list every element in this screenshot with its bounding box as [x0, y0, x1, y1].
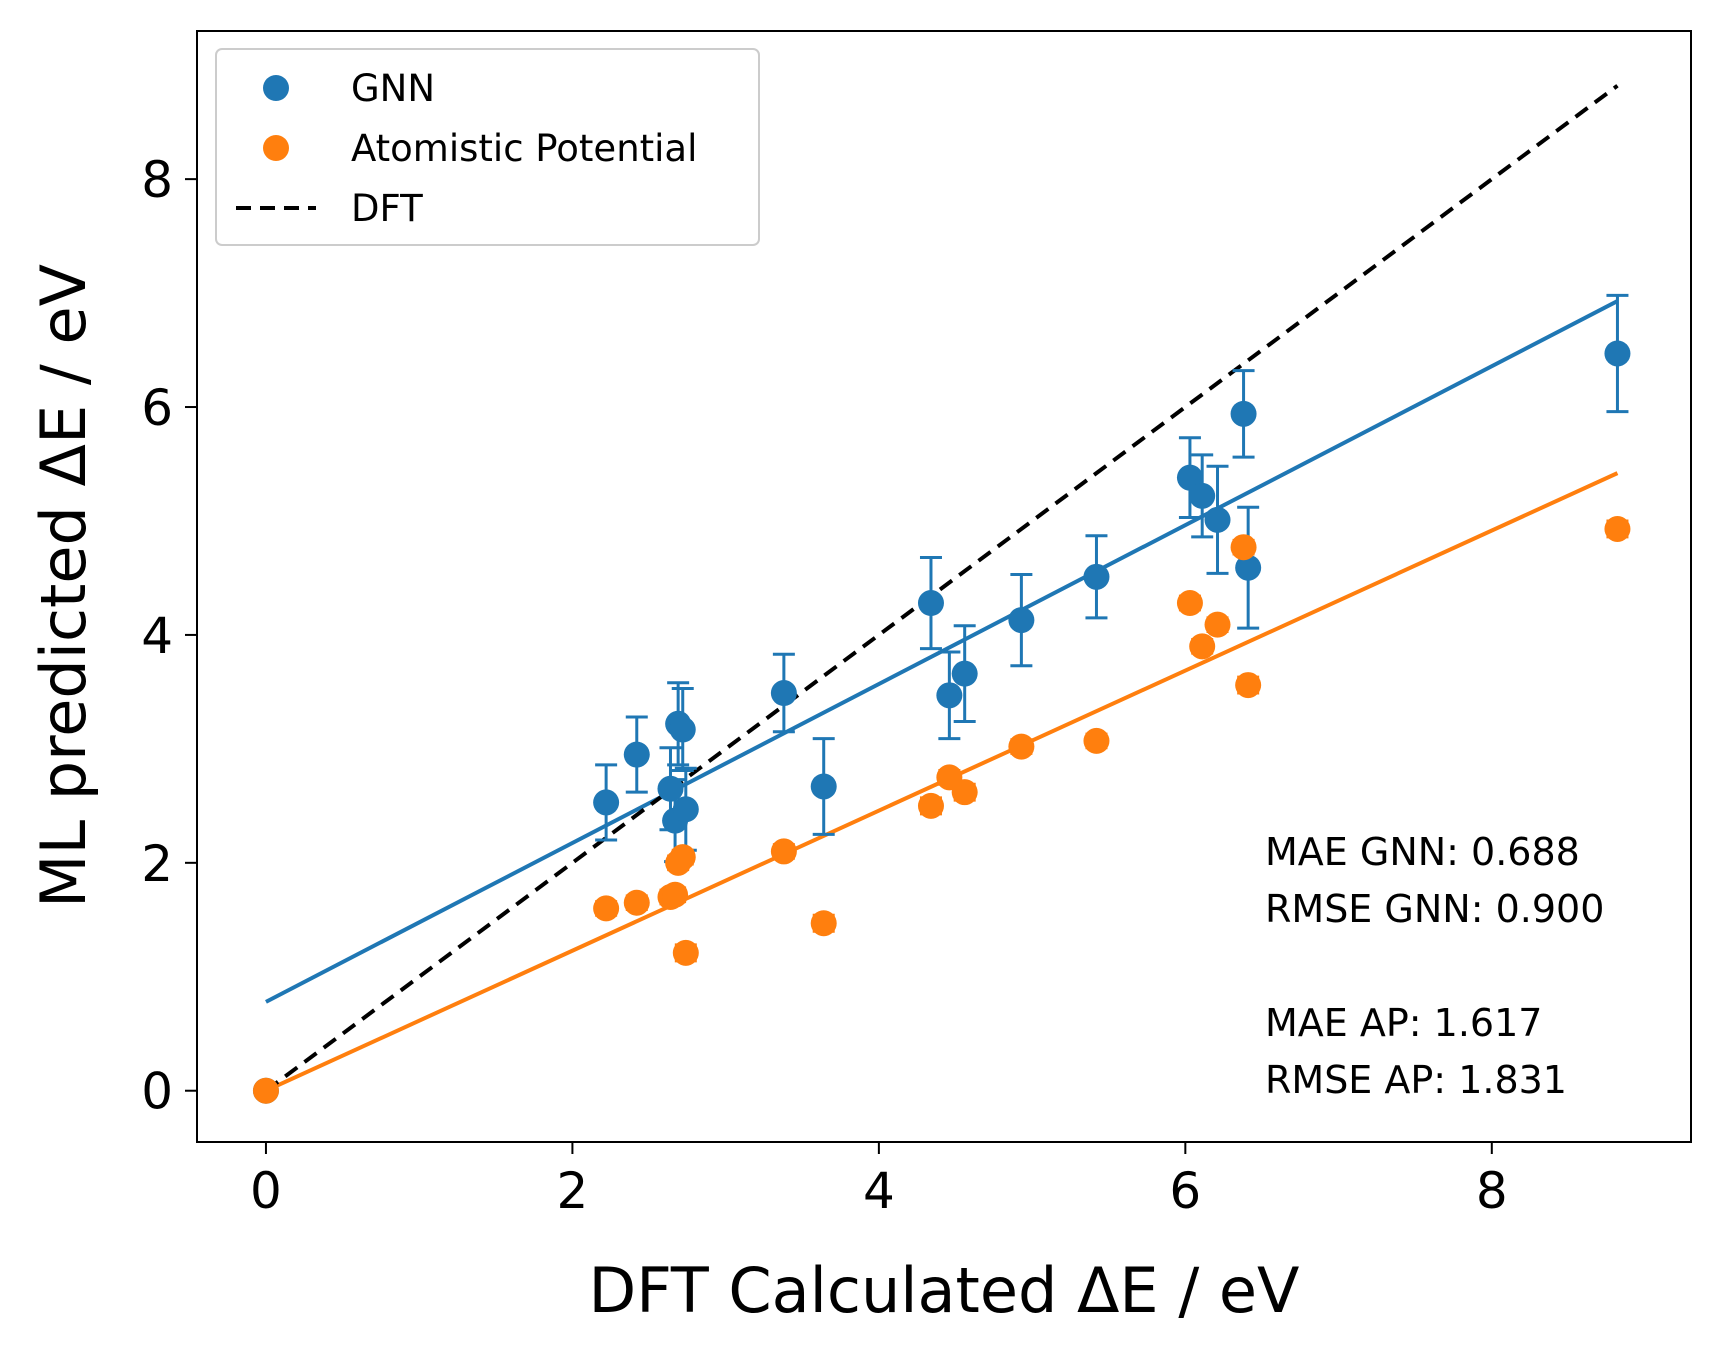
data-point-ap: [1176, 590, 1203, 617]
data-point-ap: [810, 910, 837, 937]
data-point-ap: [1604, 515, 1631, 542]
data-point-ap: [1235, 672, 1262, 699]
x-tick-label: 8: [1476, 1162, 1508, 1220]
data-point-ap: [1083, 727, 1110, 754]
data-layer: [252, 84, 1631, 1104]
metrics-annotation: MAE GNN: 0.688 RMSE GNN: 0.900 MAE AP: 1.6…: [1265, 830, 1604, 1102]
data-point-ap: [1008, 733, 1035, 760]
y-tick-label: 0: [141, 1063, 173, 1121]
data-point-gnn: [1083, 563, 1110, 590]
data-point-gnn: [1189, 482, 1216, 509]
data-point-gnn: [1176, 464, 1203, 491]
y-axis: 0 2 4 6 8: [141, 151, 197, 1121]
y-tick-label: 8: [141, 151, 173, 209]
data-point-ap: [770, 838, 797, 865]
plot-frame: [196, 30, 1692, 1143]
legend-label: DFT: [351, 187, 423, 230]
data-point-gnn: [917, 590, 944, 617]
data-point-ap: [1189, 633, 1216, 660]
data-point-gnn: [1204, 506, 1231, 533]
data-point-ap: [672, 939, 699, 966]
data-point-gnn: [770, 680, 797, 707]
data-point-gnn: [1235, 554, 1262, 581]
data-point-ap: [1230, 534, 1257, 561]
data-point-gnn: [672, 796, 699, 823]
data-point-gnn: [936, 682, 963, 709]
data-point-ap: [951, 779, 978, 806]
metric-text: MAE GNN: 0.688: [1265, 830, 1580, 874]
metric-text: RMSE AP: 1.831: [1265, 1058, 1567, 1102]
legend-marker-ap: [263, 135, 289, 161]
data-point-gnn: [657, 775, 684, 802]
dft-reference-line: [264, 84, 1619, 1093]
data-point-gnn: [593, 789, 620, 816]
metric-text: RMSE GNN: 0.900: [1265, 887, 1604, 931]
legend: GNN Atomistic Potential DFT: [215, 48, 760, 246]
legend-box: [215, 48, 760, 246]
y-axis-label: ML predicted ΔE / eV: [27, 264, 100, 908]
legend-label: Atomistic Potential: [351, 127, 697, 170]
data-point-gnn: [1008, 607, 1035, 634]
x-tick-label: 4: [863, 1162, 895, 1220]
metric-text: MAE AP: 1.617: [1265, 1001, 1542, 1045]
data-point-ap: [669, 844, 696, 871]
y-tick-label: 6: [141, 379, 173, 437]
data-point-gnn: [669, 716, 696, 743]
x-axis: 0 2 4 6 8: [250, 1142, 1508, 1220]
x-tick-label: 6: [1169, 1162, 1201, 1220]
data-point-gnn: [810, 773, 837, 800]
data-point-ap: [1204, 611, 1231, 638]
data-point-gnn: [623, 741, 650, 768]
data-point-ap: [252, 1077, 279, 1104]
y-tick-label: 4: [141, 607, 173, 665]
x-axis-label: DFT Calculated ΔE / eV: [589, 1254, 1300, 1327]
data-point-ap: [917, 792, 944, 819]
data-point-ap: [662, 881, 689, 908]
x-tick-label: 2: [557, 1162, 589, 1220]
legend-marker-gnn: [263, 75, 289, 101]
legend-label: GNN: [351, 67, 435, 110]
data-point-gnn: [951, 660, 978, 687]
x-tick-label: 0: [250, 1162, 282, 1220]
data-point-gnn: [1604, 340, 1631, 367]
data-point-ap: [623, 889, 650, 916]
data-point-ap: [593, 895, 620, 922]
y-tick-label: 2: [141, 835, 173, 893]
data-point-gnn: [1230, 400, 1257, 427]
